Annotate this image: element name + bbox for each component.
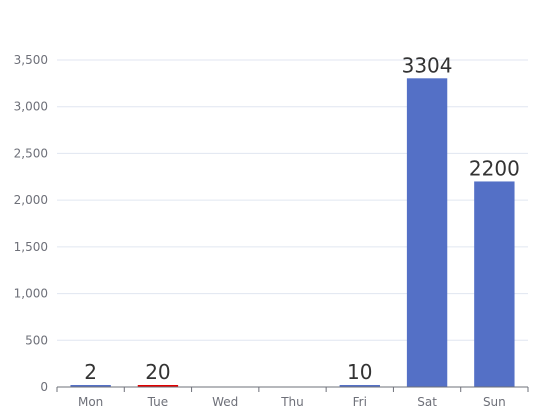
bar-tue [137,385,179,387]
y-tick-label: 3,500 [14,53,48,67]
x-tick-label: Tue [147,395,169,409]
data-labels: 2 20 10 3304 2200 [84,53,520,384]
bar-sun [474,181,515,387]
data-label: 10 [347,360,372,384]
y-tick-label: 0 [40,380,48,394]
bar-fri [339,385,380,387]
data-label: 3304 [402,53,453,77]
x-tick-label: Mon [78,395,103,409]
y-tick-label: 2,000 [14,193,48,207]
x-tick-label: Fri [353,395,367,409]
x-tick-label: Sat [417,395,437,409]
y-axis-labels: 0 500 1,000 1,500 2,000 2,500 3,000 3,500 [14,53,48,394]
x-tick-label: Sun [483,395,506,409]
data-label: 2200 [469,156,520,180]
grid-lines [57,59,528,341]
data-label: 20 [145,360,170,384]
y-tick-label: 1,000 [14,287,48,301]
x-tick-label: Wed [212,395,238,409]
x-axis [56,386,529,392]
y-tick-label: 2,500 [14,146,48,160]
y-tick-label: 1,500 [14,240,48,254]
bar-mon [70,385,111,387]
x-tick-label: Thu [280,395,304,409]
x-axis-labels: Mon Tue Wed Thu Fri Sat Sun [78,395,506,409]
y-tick-label: 500 [25,333,48,347]
y-tick-label: 3,000 [14,100,48,114]
data-label: 2 [84,360,97,384]
bar-sat [406,78,448,387]
bars [70,78,515,387]
